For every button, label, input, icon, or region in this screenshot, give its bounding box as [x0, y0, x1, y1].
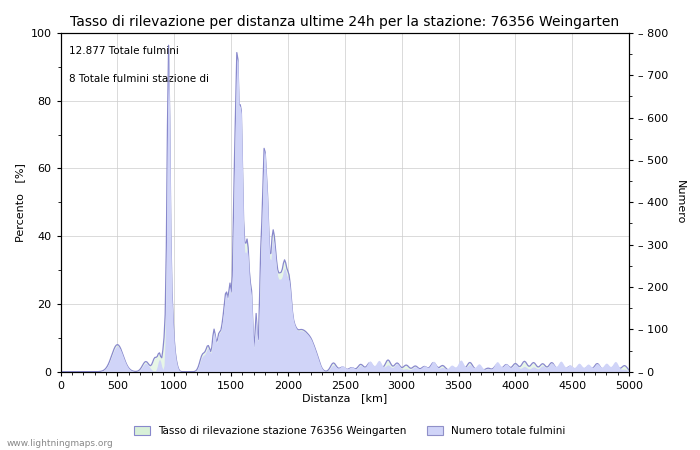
- Y-axis label: Percento   [%]: Percento [%]: [15, 163, 25, 242]
- Y-axis label: Numero: Numero: [675, 180, 685, 225]
- Legend: Tasso di rilevazione stazione 76356 Weingarten, Numero totale fulmini: Tasso di rilevazione stazione 76356 Wein…: [130, 422, 570, 440]
- Text: 8 Totale fulmini stazione di: 8 Totale fulmini stazione di: [69, 74, 209, 84]
- Text: 12.877 Totale fulmini: 12.877 Totale fulmini: [69, 46, 179, 57]
- Text: www.lightningmaps.org: www.lightningmaps.org: [7, 439, 113, 448]
- Title: Tasso di rilevazione per distanza ultime 24h per la stazione: 76356 Weingarten: Tasso di rilevazione per distanza ultime…: [70, 15, 620, 29]
- X-axis label: Distanza   [km]: Distanza [km]: [302, 393, 387, 404]
